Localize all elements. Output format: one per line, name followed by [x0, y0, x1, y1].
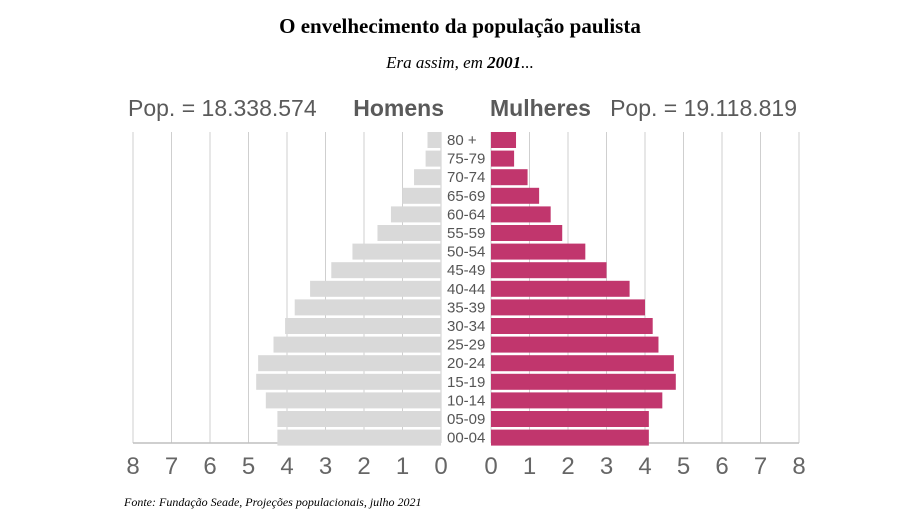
- bar-women-20-24: [491, 355, 674, 372]
- tick-label-women-6: 6: [715, 453, 728, 480]
- tick-label-women-8: 8: [792, 453, 805, 480]
- women-legend-label: Mulheres: [490, 95, 591, 121]
- age-label-05-09: 05-09: [447, 411, 485, 428]
- tick-label-men-0: 0: [434, 453, 447, 480]
- bar-men-20-24: [258, 355, 441, 372]
- age-label-35-39: 35-39: [447, 299, 485, 316]
- bar-men-60-64: [390, 206, 441, 223]
- age-label-60-64: 60-64: [447, 206, 485, 223]
- tick-label-men-6: 6: [203, 453, 216, 480]
- age-label-50-54: 50-54: [447, 244, 485, 261]
- age-label-00-04: 00-04: [447, 430, 485, 447]
- bar-women-45-49: [491, 262, 607, 279]
- bar-men-50-54: [352, 243, 441, 260]
- bar-women-30-34: [491, 318, 653, 334]
- tick-label-men-2: 2: [357, 453, 370, 480]
- men-total-label: Pop. = 18.338.574: [128, 95, 317, 121]
- subtitle-suffix: ...: [521, 53, 534, 72]
- bar-women-00-04: [491, 429, 649, 446]
- subtitle-year: 2001: [487, 53, 522, 72]
- tick-label-women-5: 5: [677, 453, 690, 480]
- tick-label-women-7: 7: [754, 453, 767, 480]
- bar-women-55-59: [491, 225, 563, 241]
- tick-label-women-3: 3: [600, 453, 613, 480]
- tick-label-women-0: 0: [484, 453, 497, 480]
- age-label-15-19: 15-19: [447, 374, 485, 391]
- age-label-20-24: 20-24: [447, 355, 485, 372]
- age-label-40-44: 40-44: [447, 281, 485, 298]
- chart-title: O envelhecimento da população paulista: [279, 14, 641, 38]
- bar-women-65-69: [491, 187, 540, 204]
- age-label-65-69: 65-69: [447, 188, 485, 205]
- bar-men-35-39: [294, 299, 441, 316]
- source-note: Fonte: Fundação Seade, Projeções populac…: [124, 495, 422, 509]
- bar-women-25-29: [491, 336, 659, 353]
- bar-women-60-64: [491, 206, 551, 223]
- bar-men-55-59: [377, 225, 441, 241]
- tick-label-men-3: 3: [319, 453, 332, 480]
- age-label-80 +: 80 +: [447, 132, 477, 149]
- tick-label-women-1: 1: [523, 453, 536, 480]
- bar-women-40-44: [491, 280, 630, 297]
- tick-label-men-8: 8: [126, 453, 139, 480]
- tick-label-men-5: 5: [242, 453, 255, 480]
- bars-layer: [256, 132, 676, 446]
- bar-men-10-14: [265, 392, 441, 409]
- bar-men-25-29: [273, 336, 441, 353]
- bar-men-70-74: [414, 169, 441, 186]
- bar-men-15-19: [256, 373, 441, 390]
- bar-women-35-39: [491, 299, 645, 316]
- age-label-55-59: 55-59: [447, 225, 485, 242]
- tick-label-men-1: 1: [396, 453, 409, 480]
- bar-men-05-09: [277, 411, 441, 427]
- bar-women-80 +: [491, 132, 517, 148]
- bar-men-80 +: [427, 132, 441, 148]
- age-label-30-34: 30-34: [447, 318, 485, 335]
- bar-men-65-69: [402, 187, 441, 204]
- bar-men-45-49: [331, 262, 441, 279]
- bar-women-70-74: [491, 169, 528, 186]
- age-label-75-79: 75-79: [447, 151, 485, 168]
- age-label-70-74: 70-74: [447, 169, 485, 186]
- bar-women-05-09: [491, 411, 649, 427]
- tick-label-women-2: 2: [561, 453, 574, 480]
- chart-subtitle: Era assim, em 2001...: [0, 53, 920, 73]
- bar-women-15-19: [491, 373, 676, 390]
- bar-women-10-14: [491, 392, 663, 409]
- subtitle-prefix: Era assim, em: [386, 53, 488, 72]
- labels-layer: 0 01 12 23 34 45 56 67 78 800-0405-0910-1415-1920…: [126, 132, 805, 480]
- tick-label-men-4: 4: [280, 453, 293, 480]
- age-label-45-49: 45-49: [447, 262, 485, 279]
- tick-label-women-4: 4: [638, 453, 651, 480]
- bar-men-00-04: [277, 429, 441, 446]
- women-total-label: Pop. = 19.118.819: [610, 95, 797, 121]
- bar-men-75-79: [425, 150, 441, 167]
- age-label-25-29: 25-29: [447, 337, 485, 354]
- bar-women-75-79: [491, 150, 515, 167]
- tick-label-men-7: 7: [165, 453, 178, 480]
- age-label-10-14: 10-14: [447, 392, 485, 409]
- men-legend-label: Homens: [353, 95, 444, 121]
- bar-women-50-54: [491, 243, 586, 260]
- bar-men-30-34: [285, 318, 441, 334]
- bar-men-40-44: [310, 280, 441, 297]
